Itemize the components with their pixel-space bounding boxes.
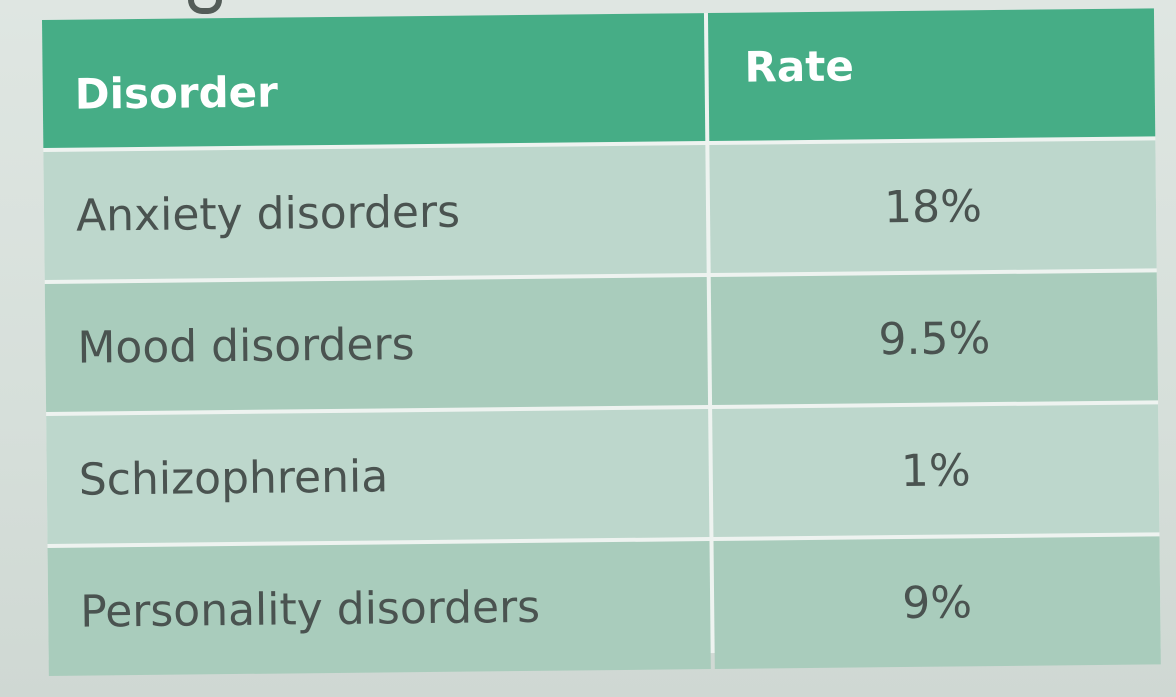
disorder-rate-table: Disorder Rate Anxiety disorders 18% Mood… [42,8,1161,676]
table-row-disorder: Mood disorders [44,277,709,412]
table-row-disorder: Schizophrenia [46,409,710,544]
table-row-rate: 9% [713,536,1161,669]
table-row-rate: 9.5% [710,272,1159,406]
table-row-rate: 18% [709,140,1157,274]
table-row-disorder: Anxiety disorders [43,145,707,280]
header-disorder: Disorder [42,13,706,148]
table-row-rate: 1% [712,404,1160,537]
table-row-disorder: Personality disorders [47,541,711,676]
cropped-heading-fragment [188,0,222,14]
header-rate: Rate [707,8,1156,142]
